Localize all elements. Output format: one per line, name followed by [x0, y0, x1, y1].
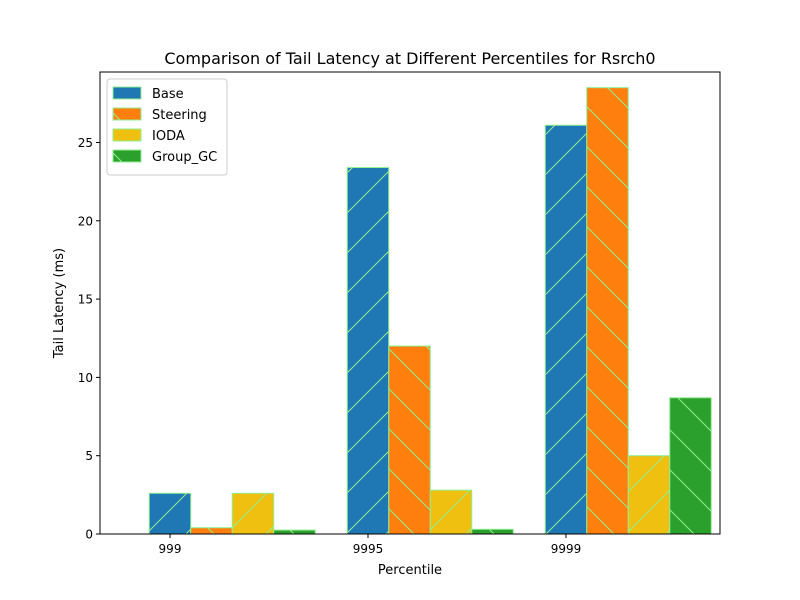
ticks-layer: 0 5 10 15 20 25 999 9995 9999: [78, 136, 582, 556]
y-axis-label: Tail Latency (ms): [52, 248, 67, 359]
bar-ioda-9995: [429, 489, 473, 535]
plot-frame: [99, 71, 721, 535]
legend-item-base: Base: [112, 86, 184, 102]
bar-ioda-999: [231, 492, 275, 535]
y-tick-label: 15: [78, 293, 93, 307]
legend-item-ioda: IODA: [112, 128, 185, 144]
y-tick-label: 5: [85, 449, 93, 463]
legend: Base Steering IODA Group_GC: [106, 78, 228, 176]
y-tick-label: 10: [78, 371, 93, 385]
bar-steering-9999: [586, 87, 629, 535]
x-axis-label: Percentile: [378, 563, 442, 578]
bar-ioda-9999: [627, 455, 671, 535]
bar-base-9995: [346, 167, 390, 535]
y-tick-label: 0: [85, 528, 93, 542]
bar-base-999: [148, 492, 192, 535]
x-tick-label: 9995: [353, 542, 384, 556]
legend-label: IODA: [152, 129, 185, 144]
x-tick-label: 9999: [551, 542, 582, 556]
legend-label: Base: [152, 87, 184, 102]
chart-title: Comparison of Tail Latency at Different …: [164, 49, 655, 68]
legend-label: Steering: [152, 108, 207, 123]
legend-label: Group_GC: [152, 150, 217, 165]
bar-group_gc-9999: [669, 397, 712, 535]
bar-base-9999: [544, 124, 588, 535]
bar-steering-999: [190, 527, 233, 535]
y-tick-label: 20: [78, 214, 93, 228]
bar-group_gc-9995: [471, 528, 514, 535]
y-tick-label: 25: [78, 136, 93, 150]
bar-steering-9995: [388, 345, 431, 535]
legend-item-steering: Steering: [112, 107, 207, 123]
legend-item-group_gc: Group_GC: [112, 149, 217, 165]
x-tick-label: 999: [159, 542, 182, 556]
bars-layer: [148, 87, 712, 535]
bar-group_gc-999: [273, 529, 316, 535]
